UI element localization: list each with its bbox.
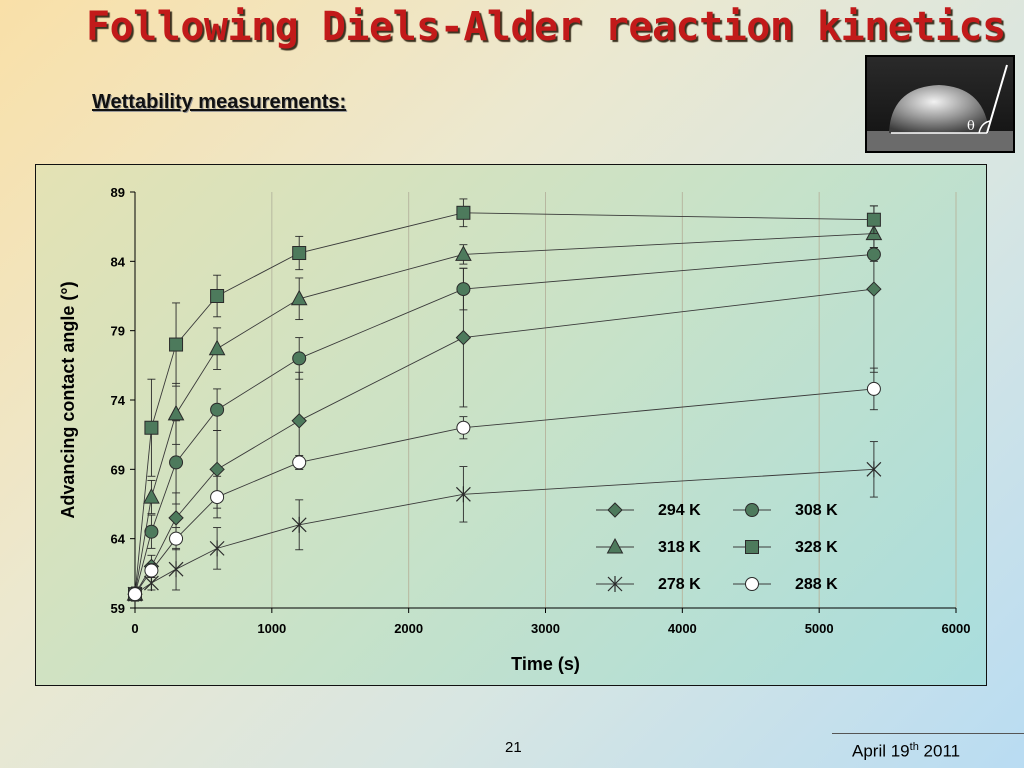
- data-point: [168, 561, 184, 578]
- data-point: [169, 337, 184, 352]
- legend-label: 308 K: [795, 502, 838, 519]
- data-point: [291, 413, 307, 429]
- series-288-k: [128, 367, 881, 602]
- data-point: [144, 524, 159, 539]
- data-point: [292, 351, 307, 366]
- data-point: [210, 490, 225, 505]
- legend-item: 278 K: [596, 576, 701, 593]
- legend-label: 278 K: [658, 576, 701, 593]
- data-point: [209, 540, 225, 557]
- legend-marker: [606, 537, 624, 554]
- data-point: [210, 289, 225, 303]
- x-axis-title: Time (s): [511, 654, 580, 674]
- section-subtitle: Wettability measurements:: [92, 91, 347, 113]
- date-year: 2011: [918, 741, 961, 761]
- data-point: [169, 531, 184, 546]
- data-point: [290, 289, 308, 306]
- legend-item: 288 K: [733, 576, 838, 593]
- legend-item: 308 K: [733, 502, 838, 519]
- legend: 294 K 308 K 318 K 328 K 278 K 288 K: [596, 502, 838, 593]
- x-tick-label: 4000: [668, 621, 697, 636]
- x-tick-label: 0: [131, 621, 138, 636]
- data-point: [128, 587, 142, 602]
- x-tick-label: 6000: [942, 621, 971, 636]
- footer-divider: [832, 733, 1024, 734]
- data-point: [210, 402, 225, 417]
- data-point: [456, 205, 471, 220]
- y-tick-label: 89: [111, 185, 125, 200]
- series-line: [134, 212, 874, 595]
- data-point: [866, 461, 882, 478]
- legend-label: 318 K: [658, 539, 701, 556]
- data-point: [456, 420, 471, 435]
- contact-angle-chart: 59 64 69 74 79 84 89 0 1000 2000 3000 4000 5000 6000 T…: [58, 185, 971, 674]
- date-suffix: th: [909, 741, 919, 753]
- x-tick-label: 1000: [257, 621, 286, 636]
- series-line: [134, 288, 874, 595]
- data-point: [208, 339, 226, 356]
- data-point: [209, 461, 225, 478]
- x-tick-label: 2000: [394, 621, 423, 636]
- legend-marker: [745, 503, 759, 517]
- legend-item: 294 K: [596, 502, 701, 519]
- y-axis-title: Advancing contact angle (°): [58, 281, 78, 518]
- data-point: [866, 247, 881, 262]
- footer-date: April 19th 2011: [852, 741, 960, 762]
- x-tick-label: 3000: [531, 621, 560, 636]
- chart-frame: 59 64 69 74 79 84 89 0 1000 2000 3000 4000 5000 6000 T…: [35, 164, 987, 686]
- y-tick-label: 69: [111, 462, 125, 477]
- legend-label: 294 K: [658, 502, 701, 519]
- data-point: [292, 246, 307, 261]
- legend-item: 318 K: [596, 537, 701, 556]
- series-328-k: [128, 198, 881, 602]
- data-point: [455, 486, 471, 503]
- x-tick-label: 5000: [805, 621, 834, 636]
- legend-marker: [745, 540, 759, 554]
- data-point: [168, 510, 184, 526]
- data-point: [143, 488, 160, 504]
- slide-title: Following Diels-Alder reaction kinetics: [86, 4, 1006, 50]
- legend-label: 328 K: [795, 539, 838, 556]
- angle-symbol: θ: [967, 119, 975, 134]
- y-tick-label: 84: [111, 254, 126, 269]
- data-point: [866, 212, 881, 227]
- droplet-photo-graphic: θ: [867, 57, 1013, 151]
- data-point: [291, 516, 307, 533]
- legend-item: 328 K: [733, 539, 838, 556]
- data-point: [167, 404, 185, 421]
- data-point: [169, 455, 184, 470]
- page-number: 21: [505, 739, 522, 756]
- series-318-k: [126, 219, 883, 602]
- legend-label: 288 K: [795, 576, 838, 593]
- data-point: [455, 245, 472, 261]
- data-point: [456, 282, 471, 297]
- data-point: [866, 381, 881, 396]
- series-line: [134, 468, 874, 595]
- y-tick-label: 79: [111, 324, 125, 339]
- series-278-k: [127, 441, 882, 603]
- droplet-photo: θ: [865, 55, 1015, 153]
- data-point: [455, 329, 472, 346]
- y-tick-label: 74: [111, 393, 126, 408]
- legend-marker: [745, 577, 759, 591]
- data-point: [144, 563, 159, 578]
- data-point: [292, 455, 307, 470]
- data-point: [144, 420, 159, 435]
- date-prefix: April 19: [852, 741, 910, 761]
- y-tick-label: 64: [111, 532, 126, 547]
- legend-marker: [607, 576, 623, 592]
- y-tick-label: 59: [111, 601, 125, 616]
- legend-marker: [607, 502, 623, 518]
- data-point: [866, 281, 882, 297]
